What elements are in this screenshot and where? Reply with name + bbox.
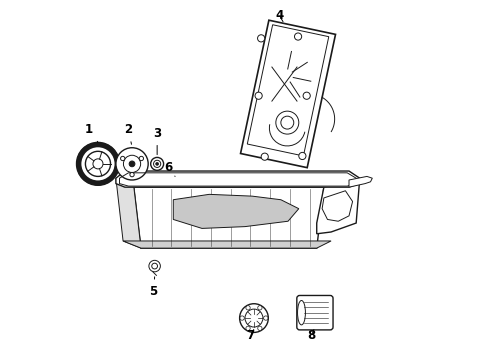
Ellipse shape <box>297 301 305 325</box>
Text: 7: 7 <box>246 329 254 342</box>
Polygon shape <box>173 194 299 228</box>
Polygon shape <box>349 176 372 187</box>
Circle shape <box>294 33 302 40</box>
Circle shape <box>276 111 299 134</box>
Polygon shape <box>241 20 336 168</box>
Circle shape <box>240 304 269 332</box>
Circle shape <box>264 316 268 320</box>
Circle shape <box>156 162 159 165</box>
Text: 6: 6 <box>164 161 175 176</box>
Polygon shape <box>317 178 360 234</box>
Polygon shape <box>134 187 324 248</box>
Circle shape <box>246 326 250 330</box>
Circle shape <box>299 152 306 159</box>
Circle shape <box>261 153 269 160</box>
Circle shape <box>139 156 144 161</box>
Circle shape <box>116 148 148 180</box>
Circle shape <box>85 151 111 176</box>
Circle shape <box>240 316 245 320</box>
Text: 4: 4 <box>275 9 283 22</box>
Text: 3: 3 <box>153 127 161 155</box>
Polygon shape <box>116 171 360 187</box>
Polygon shape <box>322 191 353 221</box>
Circle shape <box>258 326 262 330</box>
Circle shape <box>130 172 134 177</box>
Circle shape <box>129 161 135 167</box>
Circle shape <box>149 260 160 272</box>
Text: 5: 5 <box>149 277 158 298</box>
Circle shape <box>255 92 262 99</box>
Circle shape <box>77 143 119 185</box>
Polygon shape <box>116 178 141 248</box>
Text: 2: 2 <box>124 123 132 144</box>
Polygon shape <box>123 241 331 248</box>
Text: 1: 1 <box>85 123 98 142</box>
Circle shape <box>246 306 250 310</box>
FancyBboxPatch shape <box>297 296 333 330</box>
Circle shape <box>258 306 262 310</box>
Circle shape <box>121 156 125 161</box>
Text: 8: 8 <box>307 329 316 342</box>
Circle shape <box>151 157 164 170</box>
Circle shape <box>303 92 310 99</box>
Circle shape <box>258 35 265 42</box>
